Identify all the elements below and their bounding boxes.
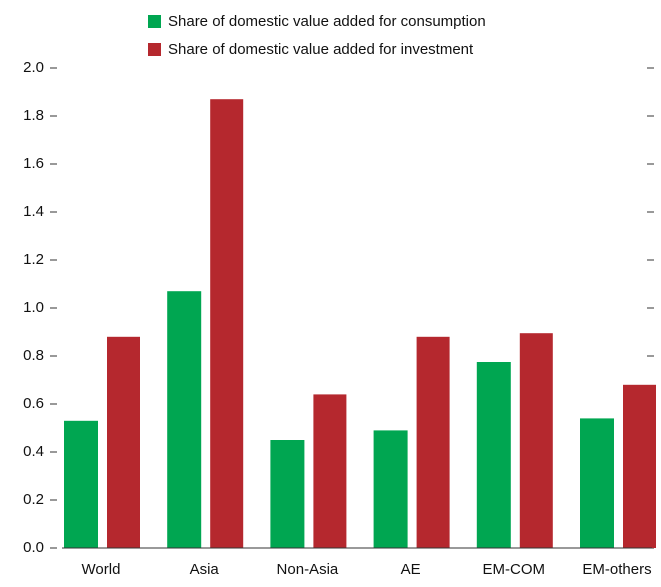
y-tick-label: 0.4 bbox=[23, 443, 44, 460]
legend-swatch bbox=[148, 43, 161, 56]
bar bbox=[167, 291, 202, 548]
y-tick-label: 1.0 bbox=[23, 299, 44, 316]
bar bbox=[623, 384, 656, 548]
legend-swatch bbox=[148, 15, 161, 28]
y-tick-label: 1.2 bbox=[23, 251, 44, 268]
y-tick-label: 0.2 bbox=[23, 491, 44, 508]
x-tick-label: World bbox=[82, 561, 121, 578]
bar bbox=[313, 394, 347, 548]
legend-label: Share of domestic value added for consum… bbox=[168, 13, 486, 30]
y-tick-label: 0.6 bbox=[23, 395, 44, 412]
y-tick-label: 2.0 bbox=[23, 59, 44, 76]
bar bbox=[270, 440, 305, 548]
bar bbox=[107, 336, 140, 548]
x-tick-label: Asia bbox=[190, 561, 220, 578]
y-tick-label: 0.8 bbox=[23, 347, 44, 364]
bar bbox=[373, 430, 408, 548]
x-tick-label: EM-COM bbox=[483, 561, 546, 578]
x-tick-label: Non-Asia bbox=[277, 561, 339, 578]
bar bbox=[210, 99, 244, 548]
y-tick-label: 0.0 bbox=[23, 539, 44, 556]
legend-label: Share of domestic value added for invest… bbox=[168, 41, 474, 58]
bar bbox=[519, 333, 553, 548]
y-tick-label: 1.8 bbox=[23, 107, 44, 124]
x-tick-label: AE bbox=[401, 561, 421, 578]
y-tick-label: 1.6 bbox=[23, 155, 44, 172]
y-tick-label: 1.4 bbox=[23, 203, 44, 220]
x-tick-label: EM-others bbox=[582, 561, 651, 578]
bar bbox=[416, 336, 450, 548]
bar bbox=[476, 362, 511, 548]
bar bbox=[580, 418, 614, 548]
bar bbox=[64, 420, 98, 548]
